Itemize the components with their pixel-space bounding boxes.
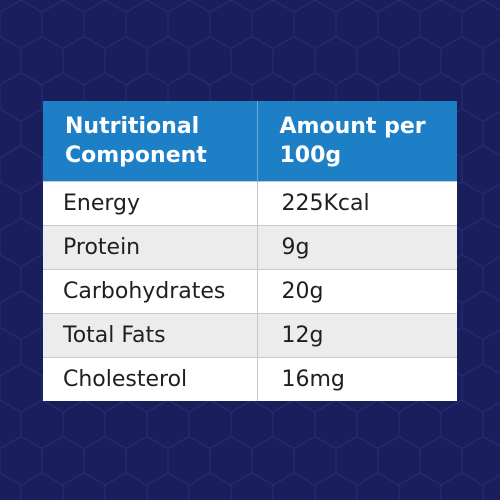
component-cell: Total Fats xyxy=(43,312,257,357)
header-row: Nutritional Component Amount per 100g xyxy=(43,101,457,181)
component-cell: Protein xyxy=(43,224,257,269)
amount-cell: 16mg xyxy=(256,356,457,401)
table-row: Cholesterol 16mg xyxy=(43,356,457,401)
table-row: Energy 225Kcal xyxy=(43,180,457,225)
header-amount-per-100g: Amount per 100g xyxy=(256,101,457,181)
amount-cell: 225Kcal xyxy=(256,180,457,225)
amount-cell: 12g xyxy=(256,312,457,357)
component-cell: Carbohydrates xyxy=(43,268,257,313)
amount-cell: 9g xyxy=(256,224,457,269)
component-cell: Energy xyxy=(43,180,257,225)
table-row: Total Fats 12g xyxy=(43,312,457,357)
amount-cell: 20g xyxy=(256,268,457,313)
table-row: Protein 9g xyxy=(43,224,457,269)
header-nutritional-component: Nutritional Component xyxy=(43,101,257,181)
nutrition-table: Nutritional Component Amount per 100g En… xyxy=(43,101,457,401)
table-row: Carbohydrates 20g xyxy=(43,268,457,313)
component-cell: Cholesterol xyxy=(43,356,257,401)
